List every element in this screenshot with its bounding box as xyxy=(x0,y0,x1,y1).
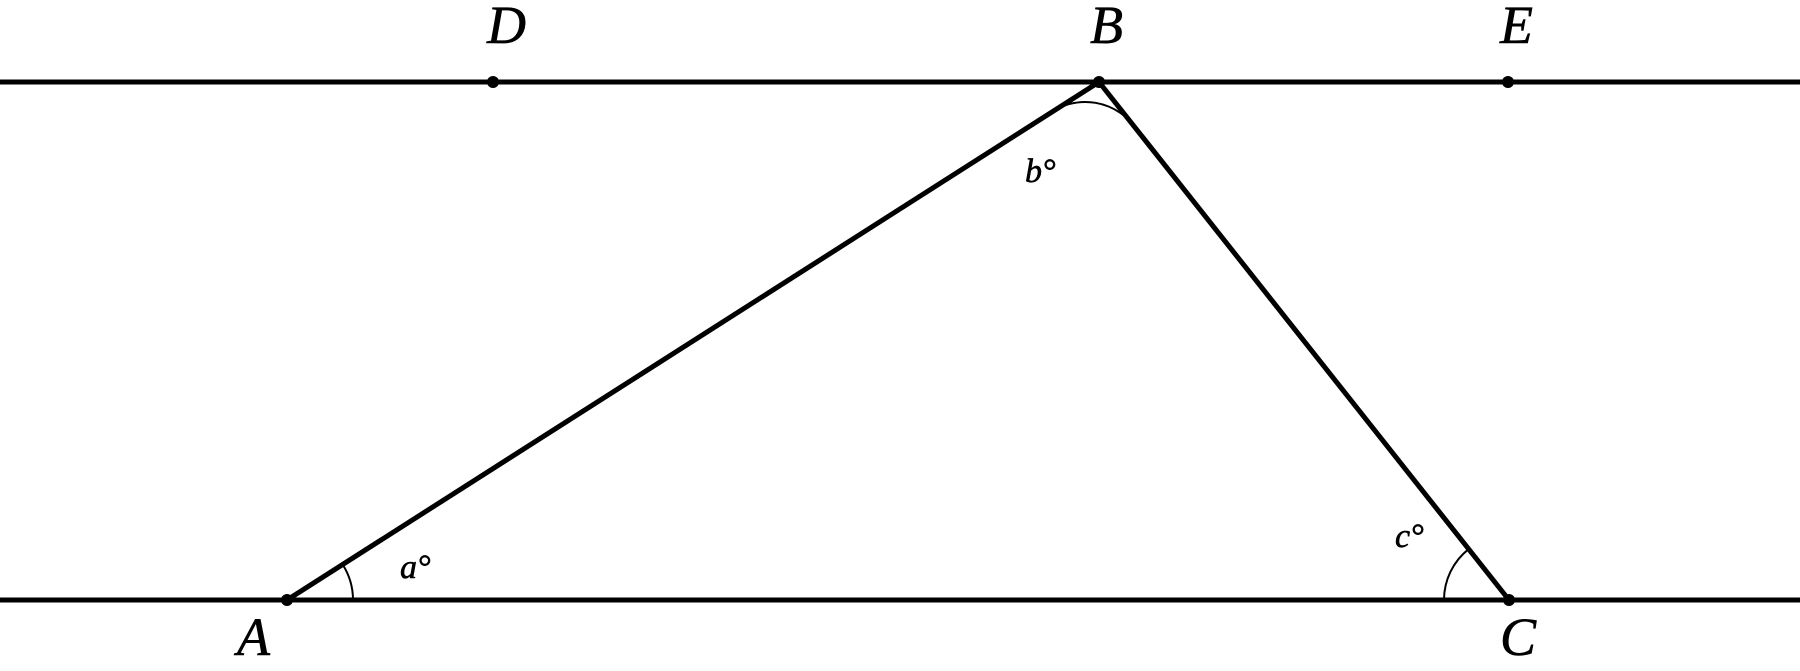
svg-text:C: C xyxy=(1500,607,1537,667)
svg-text:c°: c° xyxy=(1395,518,1424,555)
svg-text:A: A xyxy=(234,607,271,667)
svg-text:D: D xyxy=(486,0,526,55)
svg-text:b°: b° xyxy=(1025,153,1056,190)
svg-text:a°: a° xyxy=(400,549,431,586)
svg-text:B: B xyxy=(1090,0,1123,55)
svg-text:E: E xyxy=(1499,0,1533,55)
